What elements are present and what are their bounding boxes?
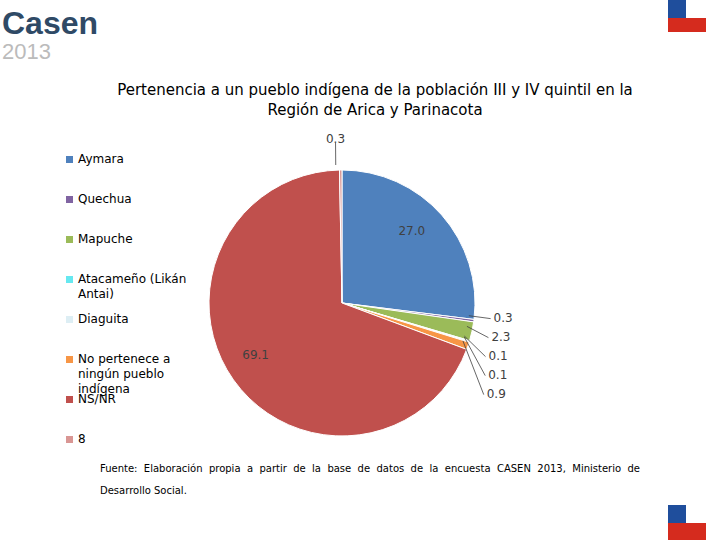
svg-text:0.1: 0.1	[488, 368, 507, 382]
svg-text:2.3: 2.3	[491, 330, 510, 344]
html-text:Pertenencia a un pueblo indíge: Pertenencia a un pueblo indígena de la p…	[117, 81, 633, 119]
html-text:Casen: Casen	[2, 5, 98, 41]
html-text:2013: 2013	[2, 39, 51, 64]
html-text:Mapuche: Mapuche	[78, 232, 133, 246]
html-text:No pertenece a ningún pueblo i: No pertenece a ningún pueblo indígena	[78, 352, 171, 396]
svg-text:0.9: 0.9	[487, 387, 506, 401]
html-text:Diaguita: Diaguita	[78, 312, 129, 326]
html-text:Aymara: Aymara	[78, 152, 124, 166]
svg-text:27.0: 27.0	[398, 224, 425, 238]
svg-text:69.1: 69.1	[242, 348, 269, 362]
html-text:Fuente: Elaboración propia a p: Fuente: Elaboración propia a partir de l…	[100, 463, 640, 496]
html-text:8: 8	[78, 432, 86, 446]
svg-text:0.1: 0.1	[489, 349, 508, 363]
svg-text:0.3: 0.3	[326, 132, 345, 146]
html-text:NS/NR: NS/NR	[78, 392, 116, 406]
html-text:Atacameño (Likán Antai): Atacameño (Likán Antai)	[78, 272, 187, 301]
html-text:Quechua: Quechua	[78, 192, 132, 206]
svg-text:0.3: 0.3	[494, 311, 513, 325]
